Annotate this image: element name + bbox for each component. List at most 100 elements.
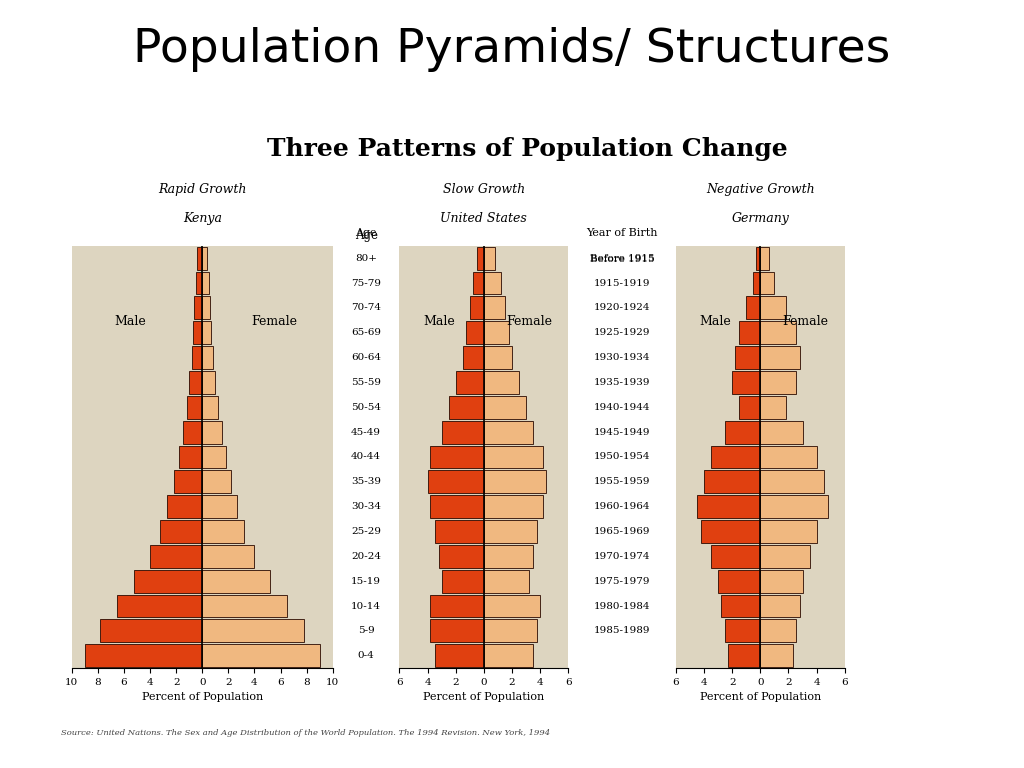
Bar [197, 247, 203, 270]
Bar [754, 272, 760, 294]
Bar [470, 296, 484, 319]
Bar [484, 247, 496, 270]
Text: 1930-1934: 1930-1934 [594, 353, 650, 362]
Text: Female: Female [251, 316, 297, 328]
Bar [484, 272, 501, 294]
Bar [203, 371, 215, 394]
Text: Age: Age [355, 228, 377, 238]
Bar [760, 346, 800, 369]
Bar [760, 445, 817, 468]
Text: 30-34: 30-34 [351, 502, 381, 511]
Bar [203, 495, 238, 518]
Bar [760, 371, 796, 394]
Bar [484, 296, 505, 319]
Text: Female: Female [782, 316, 828, 328]
Bar [434, 520, 484, 543]
Bar [760, 296, 785, 319]
Bar [203, 296, 210, 319]
X-axis label: Percent of Population: Percent of Population [699, 693, 821, 703]
Bar [760, 396, 785, 419]
Bar [705, 470, 760, 493]
Bar [203, 421, 222, 444]
Text: Male: Male [699, 316, 731, 328]
Bar [118, 594, 203, 617]
Text: Slow Growth: Slow Growth [442, 183, 525, 196]
Bar [484, 321, 509, 344]
Text: United States: United States [440, 212, 527, 225]
Bar [203, 445, 225, 468]
Bar [179, 445, 203, 468]
Text: 1925-1929: 1925-1929 [594, 328, 650, 337]
Bar [438, 545, 484, 568]
Bar [194, 321, 203, 344]
Bar [182, 421, 203, 444]
Text: 1975-1979: 1975-1979 [594, 577, 650, 586]
Text: 1980-1984: 1980-1984 [594, 601, 650, 611]
Bar [203, 247, 208, 270]
Bar [203, 470, 231, 493]
Bar [456, 371, 484, 394]
Text: Year of Birth: Year of Birth [587, 228, 657, 238]
Text: 10-14: 10-14 [351, 601, 381, 611]
Text: 15-19: 15-19 [351, 577, 381, 586]
Text: Three Patterns of Population Change: Three Patterns of Population Change [267, 137, 787, 161]
Text: Negative Growth: Negative Growth [706, 183, 815, 196]
Bar [484, 594, 541, 617]
Bar [760, 321, 796, 344]
Bar [760, 620, 796, 642]
Bar [203, 620, 304, 642]
Text: Before 1915: Before 1915 [590, 255, 654, 264]
Text: PRB: PRB [922, 729, 963, 750]
Bar [441, 421, 484, 444]
Bar [484, 445, 543, 468]
Text: 1945-1949: 1945-1949 [594, 428, 650, 437]
Bar [473, 272, 484, 294]
Text: Male: Male [115, 316, 146, 328]
Text: 1985-1989: 1985-1989 [594, 627, 650, 635]
Bar [173, 470, 203, 493]
Bar [191, 346, 203, 369]
Text: 1920-1924: 1920-1924 [594, 303, 650, 313]
Text: Source: United Nations. The Sex and Age Distribution of the World Population. Th: Source: United Nations. The Sex and Age … [61, 730, 551, 737]
Bar [203, 644, 319, 667]
Bar [434, 644, 484, 667]
Text: 5-9: 5-9 [357, 627, 375, 635]
Text: 75-79: 75-79 [351, 279, 381, 287]
Bar [203, 321, 211, 344]
Bar [701, 520, 760, 543]
Bar [732, 371, 760, 394]
Bar [756, 247, 760, 270]
Text: Male: Male [423, 316, 455, 328]
Bar [484, 371, 519, 394]
Bar [725, 421, 760, 444]
Bar [167, 495, 203, 518]
Text: 1955-1959: 1955-1959 [594, 477, 650, 486]
Bar [760, 421, 803, 444]
Bar [484, 495, 543, 518]
Bar [203, 520, 244, 543]
X-axis label: Percent of Population: Percent of Population [141, 693, 263, 703]
Text: 45-49: 45-49 [351, 428, 381, 437]
Text: 80+: 80+ [355, 253, 377, 263]
Bar [760, 470, 823, 493]
Bar [746, 296, 760, 319]
Bar [428, 470, 484, 493]
Bar [718, 570, 760, 593]
Text: 1935-1939: 1935-1939 [594, 378, 650, 387]
Bar [449, 396, 484, 419]
Bar [760, 570, 803, 593]
Text: Before 1915: Before 1915 [590, 253, 654, 263]
Bar [760, 644, 793, 667]
Text: 1960-1964: 1960-1964 [594, 502, 650, 511]
Bar [195, 296, 203, 319]
Bar [430, 495, 484, 518]
Bar [477, 247, 484, 270]
Bar [466, 321, 484, 344]
Text: 25-29: 25-29 [351, 527, 381, 536]
Bar [100, 620, 203, 642]
Bar [484, 620, 538, 642]
Bar [430, 445, 484, 468]
Text: Population Pyramids/ Structures: Population Pyramids/ Structures [133, 27, 891, 72]
Bar [203, 570, 270, 593]
X-axis label: Percent of Population: Percent of Population [423, 693, 545, 703]
